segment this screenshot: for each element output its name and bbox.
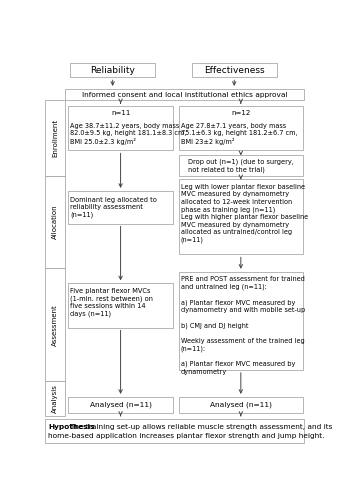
Text: n=11: n=11 (111, 110, 130, 116)
FancyBboxPatch shape (179, 180, 303, 254)
Text: Effectiveness: Effectiveness (204, 66, 265, 75)
FancyBboxPatch shape (192, 64, 277, 78)
FancyBboxPatch shape (68, 191, 174, 224)
Text: Analysis: Analysis (52, 384, 58, 413)
FancyBboxPatch shape (45, 382, 65, 416)
Text: Informed consent and local institutional ethics approval: Informed consent and local institutional… (82, 92, 287, 98)
Text: : The training set-up allows reliable muscle strength assessment, and its: : The training set-up allows reliable mu… (65, 424, 332, 430)
FancyBboxPatch shape (68, 106, 174, 150)
Text: Reliability: Reliability (90, 66, 135, 75)
FancyBboxPatch shape (179, 156, 303, 176)
Text: Dominant leg allocated to
reliability assessment
(n=11): Dominant leg allocated to reliability as… (70, 196, 157, 218)
FancyBboxPatch shape (70, 64, 155, 78)
FancyBboxPatch shape (45, 176, 65, 268)
Text: Analysed (n=11): Analysed (n=11) (90, 402, 152, 408)
Text: Hypothesis: Hypothesis (48, 424, 95, 430)
FancyBboxPatch shape (45, 268, 65, 382)
Text: Analysed (n=11): Analysed (n=11) (210, 402, 272, 408)
FancyBboxPatch shape (68, 284, 174, 328)
FancyBboxPatch shape (68, 397, 174, 413)
FancyBboxPatch shape (179, 106, 303, 150)
Text: Leg with lower plantar flexor baseline
MVC measured by dynamometry
allocated to : Leg with lower plantar flexor baseline M… (181, 184, 308, 244)
Text: Drop out (n=1) (due to surgery,
not related to the trial): Drop out (n=1) (due to surgery, not rela… (188, 158, 294, 172)
Text: Allocation: Allocation (52, 204, 58, 239)
FancyBboxPatch shape (45, 100, 65, 176)
Text: PRE and POST assessment for trained
and untrained leg (n=11):

a) Plantar flexor: PRE and POST assessment for trained and … (181, 276, 305, 375)
Text: Age 38.7±11.2 years, body mass
82.0±9.5 kg, height 181.1±8.3 cm,
BMI 25.0±2.3 kg: Age 38.7±11.2 years, body mass 82.0±9.5 … (70, 123, 187, 145)
FancyBboxPatch shape (65, 89, 304, 101)
Text: home-based application increases plantar flexor strength and jump height.: home-based application increases plantar… (48, 434, 325, 440)
FancyBboxPatch shape (179, 272, 303, 370)
Text: Assessment: Assessment (52, 304, 58, 346)
FancyBboxPatch shape (45, 419, 304, 443)
FancyBboxPatch shape (179, 397, 303, 413)
Text: Enrollment: Enrollment (52, 119, 58, 157)
Text: Age 27.8±7.1 years, body mass
75.1±6.3 kg, height 181.2±6.7 cm,
BMI 23±2 kg/m²: Age 27.8±7.1 years, body mass 75.1±6.3 k… (181, 123, 298, 145)
Text: n=12: n=12 (231, 110, 250, 116)
Text: Five plantar flexor MVCs
(1-min. rest between) on
five sessions within 14
days (: Five plantar flexor MVCs (1-min. rest be… (70, 288, 153, 318)
